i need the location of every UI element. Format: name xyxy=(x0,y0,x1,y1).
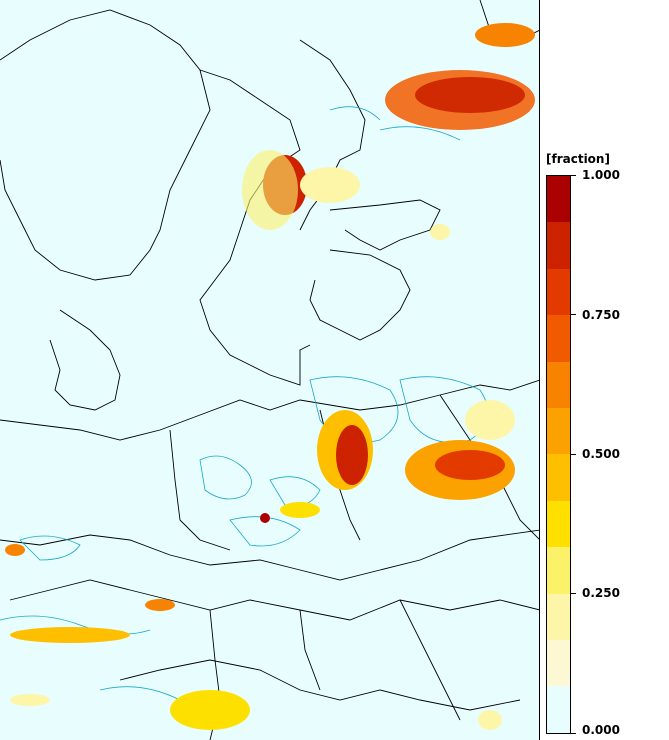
colorbar xyxy=(546,175,571,734)
tick-label: 0.750 xyxy=(582,308,620,322)
colorbar-swatch xyxy=(547,686,570,733)
colorbar-swatch xyxy=(547,176,570,223)
colorbar-swatch xyxy=(547,547,570,594)
colorbar-swatch xyxy=(547,315,570,362)
colorbar-swatch xyxy=(547,500,570,548)
tick-label: 0.500 xyxy=(582,447,620,461)
tick-label: 0.000 xyxy=(582,723,620,737)
colorbar-swatch xyxy=(547,408,570,455)
map-panel xyxy=(0,0,540,740)
colorbar-swatch xyxy=(547,454,570,501)
colorbar-swatch xyxy=(547,361,570,409)
colorbar-swatch xyxy=(547,268,570,316)
legend-title: [fraction] xyxy=(546,152,610,166)
tick-mark xyxy=(570,175,576,176)
tick-mark xyxy=(570,593,576,594)
colorbar-swatch xyxy=(547,640,570,687)
tick-label: 1.000 xyxy=(582,168,620,182)
tick-mark xyxy=(570,733,576,734)
tick-label: 0.250 xyxy=(582,586,620,600)
map-canvas xyxy=(0,0,539,740)
fraction-fields xyxy=(5,23,535,730)
tick-mark xyxy=(570,314,576,315)
colorbar-swatch xyxy=(547,222,570,269)
tick-mark xyxy=(570,454,576,455)
colorbar-swatch xyxy=(547,593,570,641)
